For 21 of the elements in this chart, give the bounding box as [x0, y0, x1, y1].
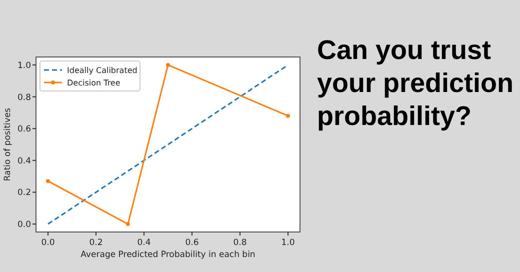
legend-label: Ideally Calibrated [67, 66, 138, 75]
x-axis-title: Average Predicted Probability in each bin [80, 250, 256, 260]
x-tick-label: 0.6 [185, 238, 199, 248]
y-tick-label: 0.0 [17, 220, 31, 230]
x-tick-label: 0.2 [89, 238, 103, 248]
x-tick-label: 0.0 [41, 238, 55, 248]
y-tick-label: 1.0 [17, 60, 31, 71]
y-tick-label: 0.2 [17, 188, 31, 198]
y-tick-label: 0.6 [17, 124, 31, 135]
y-tick-label: 0.4 [17, 156, 31, 166]
point [126, 222, 130, 226]
text: Can you trust your prediction probability? [317, 34, 515, 133]
x-tick-label: 1.0 [281, 238, 295, 248]
point [46, 179, 50, 184]
point [286, 114, 290, 118]
y-axis-title: Ratio of positives [3, 107, 13, 182]
x-tick-label: 0.8 [233, 238, 247, 248]
y-tick-label: 0.8 [17, 92, 31, 103]
legend-label: Decision Tree [67, 78, 120, 88]
x-tick-label: 0.4 [137, 238, 151, 248]
point [166, 62, 170, 67]
